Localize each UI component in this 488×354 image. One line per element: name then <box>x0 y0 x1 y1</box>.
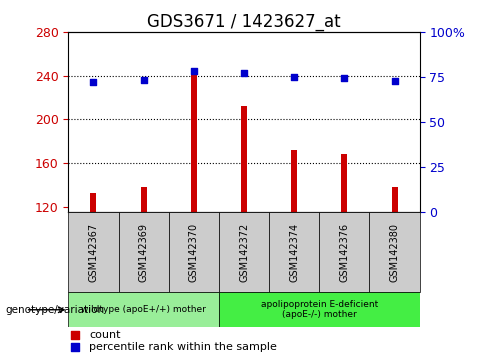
Point <box>290 74 298 80</box>
Bar <box>191 73 197 212</box>
Text: GSM142370: GSM142370 <box>189 223 199 282</box>
Text: percentile rank within the sample: percentile rank within the sample <box>89 342 277 352</box>
Bar <box>269 212 319 292</box>
Bar <box>219 292 420 327</box>
Text: GSM142369: GSM142369 <box>139 223 149 282</box>
Point <box>190 68 198 74</box>
Bar <box>241 106 247 212</box>
Point <box>391 78 399 84</box>
Point <box>71 332 79 338</box>
Bar <box>319 212 369 292</box>
Bar <box>219 212 269 292</box>
Point <box>89 79 97 85</box>
Text: GSM142376: GSM142376 <box>339 223 349 282</box>
Bar <box>141 187 146 212</box>
Text: apolipoprotein E-deficient
(apoE-/-) mother: apolipoprotein E-deficient (apoE-/-) mot… <box>261 300 378 319</box>
Text: count: count <box>89 330 121 340</box>
Bar <box>342 154 347 212</box>
Text: GSM142380: GSM142380 <box>389 223 400 282</box>
Bar <box>391 187 398 212</box>
Text: GSM142374: GSM142374 <box>289 223 299 282</box>
Bar <box>369 212 420 292</box>
Title: GDS3671 / 1423627_at: GDS3671 / 1423627_at <box>147 13 341 30</box>
Text: GSM142372: GSM142372 <box>239 223 249 282</box>
Text: wildtype (apoE+/+) mother: wildtype (apoE+/+) mother <box>81 305 206 314</box>
Point <box>341 75 348 81</box>
Point <box>140 77 147 83</box>
Text: GSM142367: GSM142367 <box>88 223 99 282</box>
Bar <box>90 193 97 212</box>
Bar <box>291 150 297 212</box>
Point <box>71 344 79 349</box>
Bar <box>119 212 169 292</box>
Text: genotype/variation: genotype/variation <box>5 305 104 315</box>
Bar <box>68 212 119 292</box>
Bar <box>169 212 219 292</box>
Point <box>240 70 248 76</box>
Bar <box>68 292 219 327</box>
